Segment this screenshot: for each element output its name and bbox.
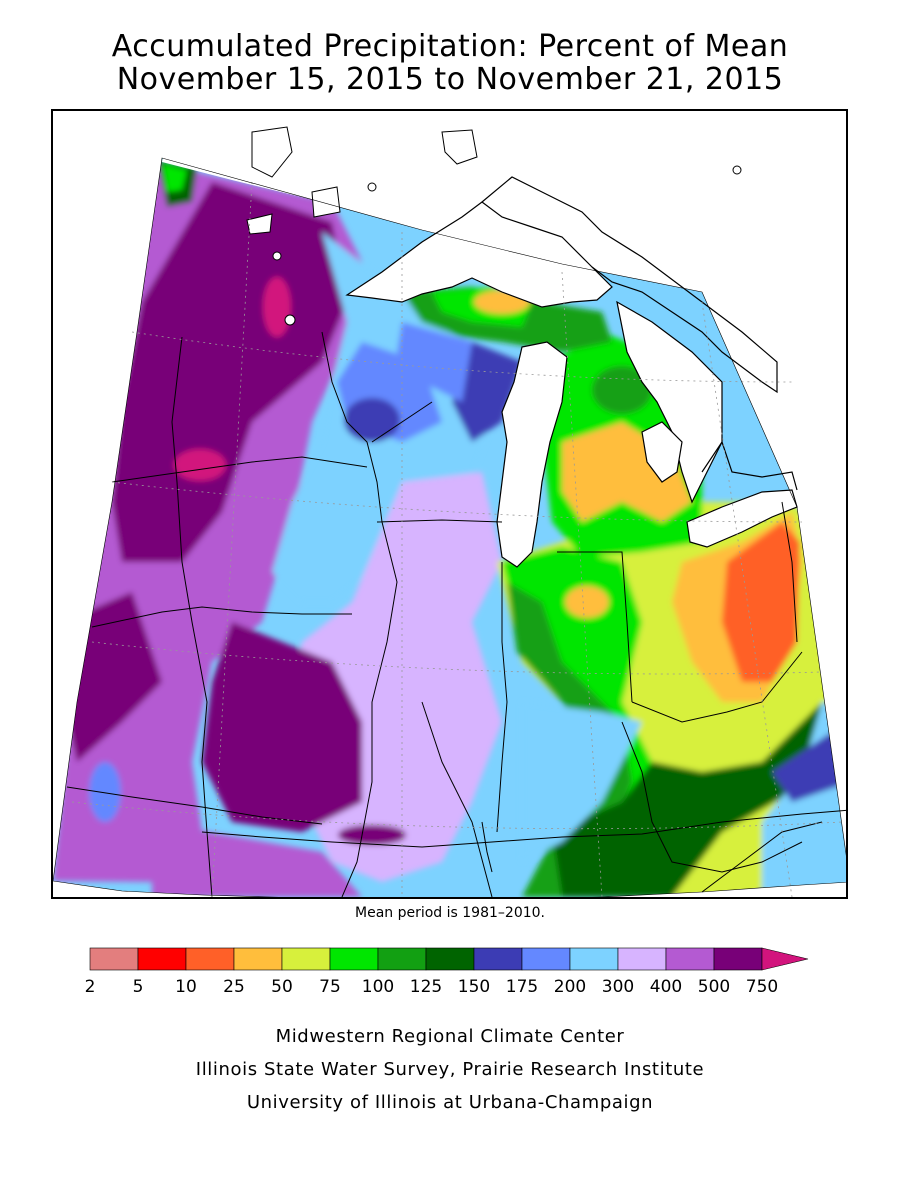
legend-swatch bbox=[473, 947, 523, 971]
legend-tick-label: 100 bbox=[362, 977, 394, 997]
legend-swatch bbox=[233, 947, 283, 971]
legend-swatch bbox=[185, 947, 235, 971]
legend-tick-label: 25 bbox=[223, 977, 245, 997]
legend-tick-label: 2 bbox=[85, 977, 96, 997]
legend-tick-label: 5 bbox=[133, 977, 144, 997]
legend-tick-label: 75 bbox=[319, 977, 341, 997]
legend-tick-label: 750 bbox=[746, 977, 778, 997]
legend-swatch bbox=[425, 947, 475, 971]
color-legend: 2 5 10 25 50 75 100 125 150 175 200 300 400 500 750 bbox=[85, 947, 809, 997]
precipitation-map bbox=[51, 109, 848, 899]
legend-swatch bbox=[89, 947, 139, 971]
legend-tick-label: 50 bbox=[271, 977, 293, 997]
legend-swatch bbox=[569, 947, 619, 971]
legend-tick-label: 10 bbox=[175, 977, 197, 997]
legend-swatch bbox=[665, 947, 715, 971]
credit-line-1: Midwestern Regional Climate Center bbox=[275, 1026, 625, 1047]
lake-huron bbox=[616, 300, 723, 504]
legend-swatch bbox=[281, 947, 331, 971]
legend-tick-label: 500 bbox=[698, 977, 730, 997]
mean-period-note: Mean period is 1981–2010. bbox=[355, 905, 545, 921]
legend-tick-label: 400 bbox=[650, 977, 682, 997]
legend-tick-label: 125 bbox=[410, 977, 442, 997]
great-lakes bbox=[345, 176, 798, 568]
legend-tick-label: 200 bbox=[554, 977, 586, 997]
state-boundaries bbox=[66, 331, 846, 897]
canada-land bbox=[162, 112, 742, 326]
legend-tick-label: 175 bbox=[506, 977, 538, 997]
legend-swatch bbox=[617, 947, 667, 971]
map-title: Accumulated Precipitation: Percent of Me… bbox=[0, 30, 900, 96]
title-line-1: Accumulated Precipitation: Percent of Me… bbox=[111, 29, 789, 64]
legend-tick-label: 150 bbox=[458, 977, 490, 997]
credit-line-2: Illinois State Water Survey, Prairie Res… bbox=[195, 1059, 705, 1080]
legend-tick-label: 300 bbox=[602, 977, 634, 997]
legend-swatch bbox=[377, 947, 427, 971]
legend-swatch bbox=[329, 947, 379, 971]
lake-superior bbox=[345, 201, 613, 308]
legend-swatch bbox=[713, 947, 763, 971]
legend-swatch bbox=[137, 947, 187, 971]
title-line-2: November 15, 2015 to November 21, 2015 bbox=[116, 62, 784, 97]
lake-erie bbox=[686, 489, 798, 548]
credit-line-3: University of Illinois at Urbana-Champai… bbox=[246, 1092, 654, 1113]
graticule bbox=[71, 181, 843, 897]
lake-michigan bbox=[496, 341, 568, 568]
legend-overflow-arrow bbox=[761, 947, 809, 971]
credits: Midwestern Regional Climate Center Illin… bbox=[0, 1020, 900, 1119]
legend-swatch bbox=[521, 947, 571, 971]
